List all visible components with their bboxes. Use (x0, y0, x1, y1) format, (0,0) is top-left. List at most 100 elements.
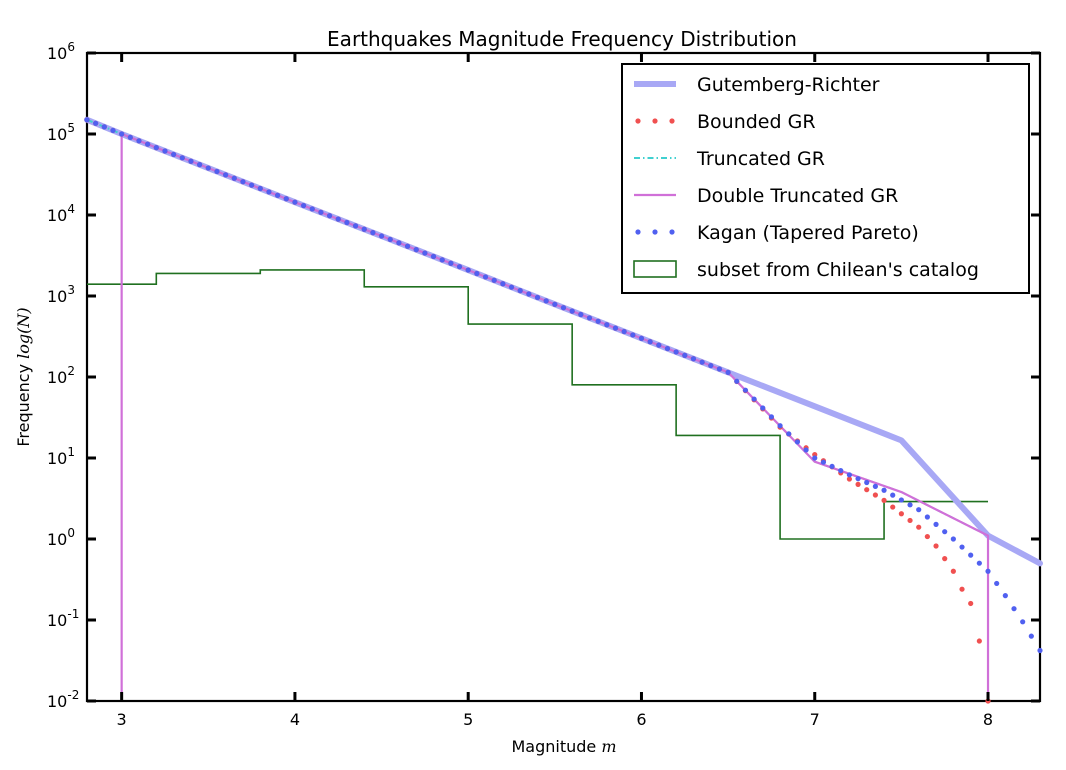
series-kagan-tapered-pareto-point (734, 378, 740, 384)
series-bounded-gr-point (898, 511, 904, 517)
series-kagan-tapered-pareto-point (829, 463, 835, 470)
legend-entry-bounded-gr: Bounded GR (635, 111, 816, 133)
x-axis-label-text: Magnitude (511, 737, 596, 756)
legend-entries: Gutemberg-Richter Bounded GR Truncated GR D… (633, 74, 979, 281)
series-bounded-gr-point (933, 543, 939, 549)
series-kagan-tapered-pareto-point (526, 291, 532, 297)
series-kagan-tapered-pareto-point (690, 356, 697, 362)
y-tick-label: 100 (47, 526, 75, 549)
series-kagan-tapered-pareto-point (257, 185, 263, 192)
x-axis-label-symbol: m (601, 737, 616, 756)
series-kagan-tapered-pareto-point (422, 250, 428, 256)
series-kagan-tapered-pareto-point (119, 131, 125, 137)
series-kagan-tapered-pareto-point (465, 267, 471, 273)
y-tick-label: 10-2 (47, 688, 79, 711)
y-tick-label: 104 (47, 202, 75, 225)
series-kagan-tapered-pareto-point (275, 192, 281, 198)
legend-entry-truncated-gr: Truncated GR (634, 148, 825, 170)
series-kagan-tapered-pareto-point (1011, 606, 1017, 612)
legend-entry-kagan-tapered-pareto: Kagan (Tapered Pareto) (635, 222, 919, 244)
series-kagan-tapered-pareto-point (456, 264, 463, 270)
series-bounded-gr-point (890, 504, 896, 510)
series-kagan-tapered-pareto-point (916, 507, 922, 513)
legend-label: subset from Chilean's catalog (697, 259, 979, 281)
x-tick-label: 7 (810, 710, 820, 729)
series-kagan-tapered-pareto-point (136, 138, 142, 144)
legend-swatch (635, 118, 641, 124)
series-kagan-tapered-pareto-point (231, 175, 237, 181)
y-tick-label: 105 (47, 121, 75, 144)
series-kagan-tapered-pareto-point (430, 253, 437, 260)
series-kagan-tapered-pareto-point (907, 502, 913, 508)
series-kagan-tapered-pareto-point (93, 120, 99, 126)
series-kagan-tapered-pareto-point (214, 168, 220, 175)
series-kagan-tapered-pareto-point (933, 521, 939, 527)
series-kagan-tapered-pareto-point (110, 127, 116, 134)
legend-label: Double Truncated GR (697, 185, 898, 207)
series-kagan-tapered-pareto-point (127, 134, 133, 141)
series-kagan-tapered-pareto-point (517, 288, 523, 294)
series-kagan-tapered-pareto-point (595, 318, 601, 324)
series-subset-from-chilean-s-catalog (87, 269, 989, 540)
series-kagan-tapered-pareto-point (335, 216, 341, 222)
series-kagan-tapered-pareto-point (716, 366, 723, 372)
series-kagan-tapered-pareto-point (240, 179, 246, 185)
legend-label: Kagan (Tapered Pareto) (697, 222, 919, 244)
series-kagan-tapered-pareto-point (786, 431, 792, 437)
series-kagan-tapered-pareto-point (413, 247, 419, 253)
series-kagan-tapered-pareto-point (249, 182, 255, 188)
series-kagan-tapered-pareto-point (768, 414, 775, 420)
series-kagan-tapered-pareto-point (985, 568, 991, 574)
legend-swatch (635, 229, 641, 235)
legend-entry-subset-from-chilean-s-catalog: subset from Chilean's catalog (633, 259, 979, 281)
series-kagan-tapered-pareto-point (292, 199, 298, 205)
legend-label: Bounded GR (697, 111, 816, 133)
x-tick-label: 5 (463, 710, 473, 729)
series-kagan-tapered-pareto-point (326, 213, 333, 219)
x-tick-label: 6 (636, 710, 646, 729)
series-kagan-tapered-pareto-point (1028, 633, 1034, 639)
series-kagan-tapered-pareto-point (197, 162, 203, 168)
series-kagan-tapered-pareto-point (153, 145, 159, 151)
series-bounded-gr-point (976, 638, 982, 644)
series-kagan-tapered-pareto-point (223, 172, 229, 178)
series-kagan-tapered-pareto-point (500, 281, 506, 287)
series-kagan-tapered-pareto-point (872, 483, 878, 489)
legend-entry-gutemberg-richter: Gutemberg-Richter (634, 74, 880, 96)
x-ticks: 3 4 5 6 7 8 (117, 53, 993, 729)
series-kagan-tapered-pareto-point (846, 472, 853, 478)
legend-label: Gutemberg-Richter (697, 74, 880, 96)
legend-swatch (652, 229, 658, 235)
series-kagan-tapered-pareto-point (378, 233, 385, 239)
series-kagan-tapered-pareto-point (569, 308, 575, 314)
y-axis-label: Frequency log(N) (14, 307, 33, 446)
legend-swatch (633, 260, 677, 278)
series-kagan-tapered-pareto-point (1037, 647, 1043, 654)
series-kagan-tapered-pareto-point (604, 322, 610, 328)
series-kagan-tapered-pareto-point (976, 560, 982, 566)
series-kagan-tapered-pareto-point (751, 396, 757, 402)
series-kagan-tapered-pareto-point (942, 529, 948, 535)
y-tick-label: 102 (47, 364, 75, 387)
series-kagan-tapered-pareto (84, 117, 1043, 654)
series-kagan-tapered-pareto-point (448, 260, 454, 266)
legend-box (621, 63, 1030, 294)
chart-title: Earthquakes Magnitude Frequency Distribu… (327, 27, 797, 51)
series-kagan-tapered-pareto-point (352, 223, 359, 229)
series-kagan-tapered-pareto-point (205, 165, 211, 171)
x-tick-label: 4 (290, 710, 300, 729)
y-tick-label: 106 (47, 40, 75, 63)
series-kagan-tapered-pareto-point (820, 459, 827, 465)
series-kagan-tapered-pareto-point (881, 487, 887, 493)
series-kagan-tapered-pareto-point (283, 196, 289, 202)
y-tick-label: 10-1 (47, 607, 79, 630)
y-ticks: 10-2 10-1 100 101 102 103 104 105 106 (47, 40, 1040, 711)
series-kagan-tapered-pareto-point (725, 369, 731, 375)
series-bounded-gr-point (907, 517, 913, 524)
series-kagan-tapered-pareto-point (318, 209, 324, 215)
series-kagan-tapered-pareto-point (638, 335, 645, 341)
series-kagan-tapered-pareto-point (855, 476, 861, 482)
series-kagan-tapered-pareto-point (612, 325, 619, 331)
series-kagan-tapered-pareto-point (474, 270, 480, 277)
series-bounded-gr-point (959, 586, 965, 592)
